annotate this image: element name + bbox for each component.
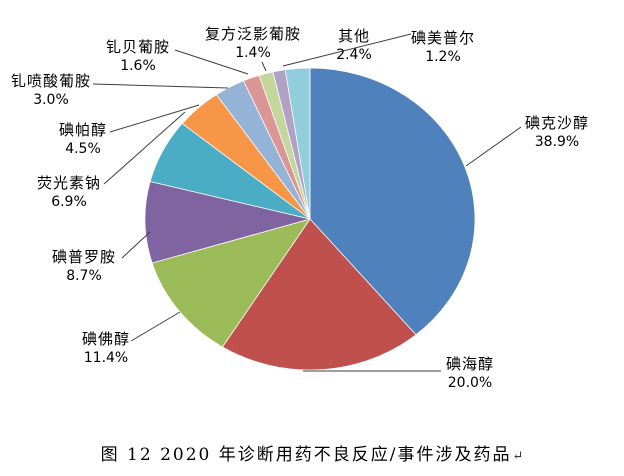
slice-percent: 8.7% [66,268,102,284]
slice-callout-1: 碘海醇 20.0% [385,355,555,393]
slice-callout-4: 荧光素钠 6.9% [0,174,154,212]
leader-line-3 [121,231,151,259]
slice-name: 碘美普尔 [410,29,475,47]
figure-caption-text: 图 12 2020 年诊断用药不良反应/事件涉及药品 [100,445,512,465]
slice-name: 碘佛醇 [81,330,130,348]
slice-callout-9: 碘美普尔 1.2% [358,29,528,67]
slice-callout-0: 碘克沙醇 38.9% [472,114,624,152]
slice-name: 碘普罗胺 [51,248,116,266]
leader-line-6 [92,83,229,89]
slice-percent: 3.0% [33,92,69,108]
slice-name: 其他 [337,27,370,45]
slice-callout-7: 钆贝葡胺 1.6% [53,38,223,76]
slice-name: 钆贝葡胺 [105,38,170,56]
slice-name: 钆喷酸葡胺 [10,72,91,90]
leader-line-4 [103,111,186,185]
leader-line-8 [261,61,267,72]
leader-line-2 [130,311,181,342]
pie-slice-2 [151,218,311,348]
slice-callout-8: 复方泛影葡胺 1.4% [168,25,338,63]
slice-percent: 4.5% [65,141,101,157]
slice-percent: 11.4% [83,350,129,366]
slice-callout-6: 钆喷酸葡胺 3.0% [0,72,136,110]
paragraph-return-mark: ↵ [512,449,524,464]
slice-percent: 1.2% [425,49,461,65]
slice-callout-2: 碘佛醇 11.4% [21,330,191,368]
slice-name: 复方泛影葡胺 [204,25,301,43]
pie-slice-10 [284,67,311,220]
slice-percent: 2.4% [336,47,372,63]
slice-name: 荧光素钠 [36,174,101,192]
leader-line-9 [282,33,412,67]
slice-name: 碘克沙醇 [524,114,589,132]
slice-percent: 20.0% [447,375,493,391]
leader-line-5 [109,104,200,133]
figure-caption: 图 12 2020 年诊断用药不良反应/事件涉及药品↵ [0,440,624,465]
pie-slice-0 [309,67,476,336]
pie-slice-1 [221,218,417,371]
pie-slice-3 [144,181,311,264]
slice-callout-10: 其他 2.4% [269,27,439,65]
leader-line-0 [465,126,522,167]
slice-percent: 6.9% [51,194,87,210]
slice-percent: 1.6% [120,58,156,74]
leader-line-7 [174,49,249,75]
slice-name: 碘帕醇 [58,121,107,139]
slice-name: 碘海醇 [445,355,494,373]
slice-percent: 1.4% [235,45,271,61]
slice-percent: 38.9% [534,134,580,150]
slice-callout-3: 碘普罗胺 8.7% [0,248,169,286]
slice-callout-5: 碘帕醇 4.5% [0,121,168,159]
